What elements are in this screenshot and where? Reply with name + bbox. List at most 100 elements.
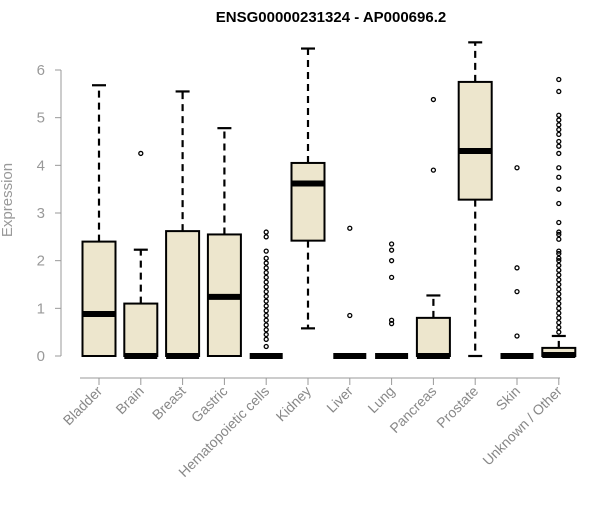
outlier-point bbox=[430, 167, 437, 173]
box-group bbox=[165, 90, 201, 359]
outlier-point bbox=[263, 331, 269, 338]
chart-title: ENSG00000231324 - AP000696.2 bbox=[216, 9, 446, 26]
outlier-point bbox=[263, 303, 269, 309]
y-tick-label: 5 bbox=[37, 110, 45, 127]
x-tick-label: Prostate bbox=[433, 383, 481, 431]
outlier-point bbox=[556, 315, 562, 321]
outlier-point bbox=[388, 241, 395, 247]
outlier-point bbox=[556, 165, 562, 171]
outlier-point bbox=[556, 281, 562, 288]
outlier-point bbox=[138, 150, 144, 157]
y-tick-label: 3 bbox=[37, 205, 45, 222]
x-tick-label: Bladder bbox=[60, 383, 106, 429]
box-group bbox=[290, 47, 326, 330]
y-axis-title: Expression bbox=[0, 163, 16, 237]
outlier-point bbox=[263, 248, 269, 254]
outlier-point bbox=[263, 317, 269, 323]
outlier-point bbox=[263, 284, 269, 290]
outlier-point bbox=[556, 150, 562, 157]
outlier-point bbox=[263, 327, 269, 333]
box-iqr bbox=[457, 80, 493, 201]
outlier-point bbox=[556, 291, 562, 297]
outlier-point bbox=[556, 143, 562, 149]
x-tick-label: Kidney bbox=[273, 383, 315, 425]
x-tick-label: Brain bbox=[112, 383, 146, 417]
outlier-point bbox=[388, 247, 395, 253]
outlier-point bbox=[556, 219, 562, 226]
outlier-point bbox=[556, 117, 562, 123]
outlier-point bbox=[556, 229, 562, 235]
outlier-point bbox=[556, 138, 562, 145]
outlier-point bbox=[514, 288, 520, 295]
outlier-point bbox=[388, 274, 395, 281]
outlier-point bbox=[556, 305, 562, 311]
x-tick-label: Liver bbox=[323, 383, 356, 416]
outlier-point bbox=[263, 269, 269, 276]
box-group bbox=[500, 165, 534, 359]
outlier-point bbox=[556, 286, 562, 292]
outlier-point bbox=[556, 76, 562, 83]
y-tick-label: 4 bbox=[37, 157, 45, 174]
outlier-point bbox=[263, 312, 269, 319]
outlier-point bbox=[263, 234, 269, 240]
outlier-point bbox=[556, 200, 562, 207]
outlier-point bbox=[263, 343, 269, 350]
outlier-point bbox=[556, 319, 562, 326]
box-iqr bbox=[415, 316, 451, 358]
x-tick-label: Unknown / Other bbox=[479, 383, 565, 469]
outlier-point bbox=[388, 258, 395, 264]
box-group bbox=[249, 229, 283, 359]
y-tick-label: 2 bbox=[37, 253, 45, 270]
box-group bbox=[457, 41, 493, 358]
outlier-point bbox=[556, 122, 562, 128]
y-tick-label: 0 bbox=[37, 348, 45, 365]
outlier-point bbox=[556, 296, 562, 302]
outlier-point bbox=[556, 131, 562, 138]
box-iqr bbox=[123, 302, 159, 358]
box-group bbox=[123, 150, 159, 359]
outlier-point bbox=[263, 308, 269, 314]
x-tick-label: Lung bbox=[364, 383, 397, 416]
box-group bbox=[375, 241, 409, 359]
outlier-point bbox=[514, 333, 520, 339]
outlier-point bbox=[514, 265, 520, 271]
box-iqr bbox=[290, 161, 326, 242]
box-group bbox=[333, 225, 367, 359]
outlier-point bbox=[556, 231, 562, 238]
outlier-point bbox=[263, 265, 269, 271]
outlier-point bbox=[556, 277, 562, 283]
outlier-point bbox=[263, 260, 269, 266]
box-group bbox=[415, 96, 451, 359]
y-tick-label: 1 bbox=[37, 300, 45, 317]
outlier-point bbox=[556, 324, 562, 331]
outlier-point bbox=[388, 320, 395, 327]
outlier-point bbox=[263, 293, 269, 300]
outlier-point bbox=[263, 229, 269, 235]
outlier-point bbox=[556, 267, 562, 273]
outlier-point bbox=[430, 96, 437, 103]
outlier-point bbox=[556, 329, 562, 335]
x-tick-label: Skin bbox=[493, 383, 524, 414]
box-group bbox=[541, 76, 577, 359]
outlier-point bbox=[556, 310, 562, 316]
y-tick-label: 6 bbox=[37, 62, 45, 79]
outlier-point bbox=[263, 274, 269, 281]
outlier-point bbox=[388, 317, 395, 323]
outlier-point bbox=[556, 258, 562, 264]
outlier-point bbox=[263, 322, 269, 328]
x-tick-label: Breast bbox=[149, 383, 189, 423]
outlier-point bbox=[263, 336, 269, 342]
outlier-point bbox=[556, 126, 562, 133]
outlier-point bbox=[263, 279, 269, 285]
outlier-point bbox=[556, 300, 562, 307]
outlier-point bbox=[556, 186, 562, 192]
y-ticks: 0 1 2 3 4 5 6 bbox=[37, 62, 61, 365]
outlier-point bbox=[263, 298, 269, 304]
box-iqr bbox=[81, 240, 117, 358]
outlier-point bbox=[514, 165, 520, 171]
outlier-point bbox=[347, 312, 353, 319]
box-group bbox=[206, 127, 242, 357]
